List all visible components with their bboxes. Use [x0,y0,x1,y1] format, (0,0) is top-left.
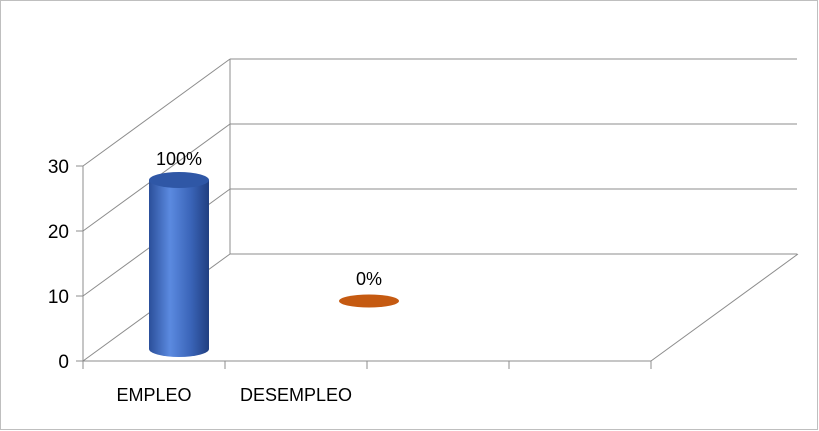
chart-walls [82,59,799,362]
category-label-1: DESEMPLEO [240,385,352,405]
value-axis: 0 10 20 30 EMPLEO DESEMPLEO [48,157,652,405]
gridline-side-3 [82,58,231,167]
data-label-empleo: 100% [156,149,202,169]
y-tick-label-1: 10 [48,287,69,308]
y-tick-label-0: 0 [58,352,69,373]
y-tick-label-2: 20 [48,222,69,243]
bar-desempleo [339,294,399,308]
data-labels: 100% 0% [156,149,382,289]
category-label-0: EMPLEO [116,385,191,405]
chart-marks [149,172,399,357]
y-tick-label-3: 30 [48,157,69,178]
bar-empleo [149,180,209,357]
bar-top-empleo [149,172,209,188]
floor-right-edge [650,253,799,362]
data-label-desempleo: 0% [356,269,382,289]
